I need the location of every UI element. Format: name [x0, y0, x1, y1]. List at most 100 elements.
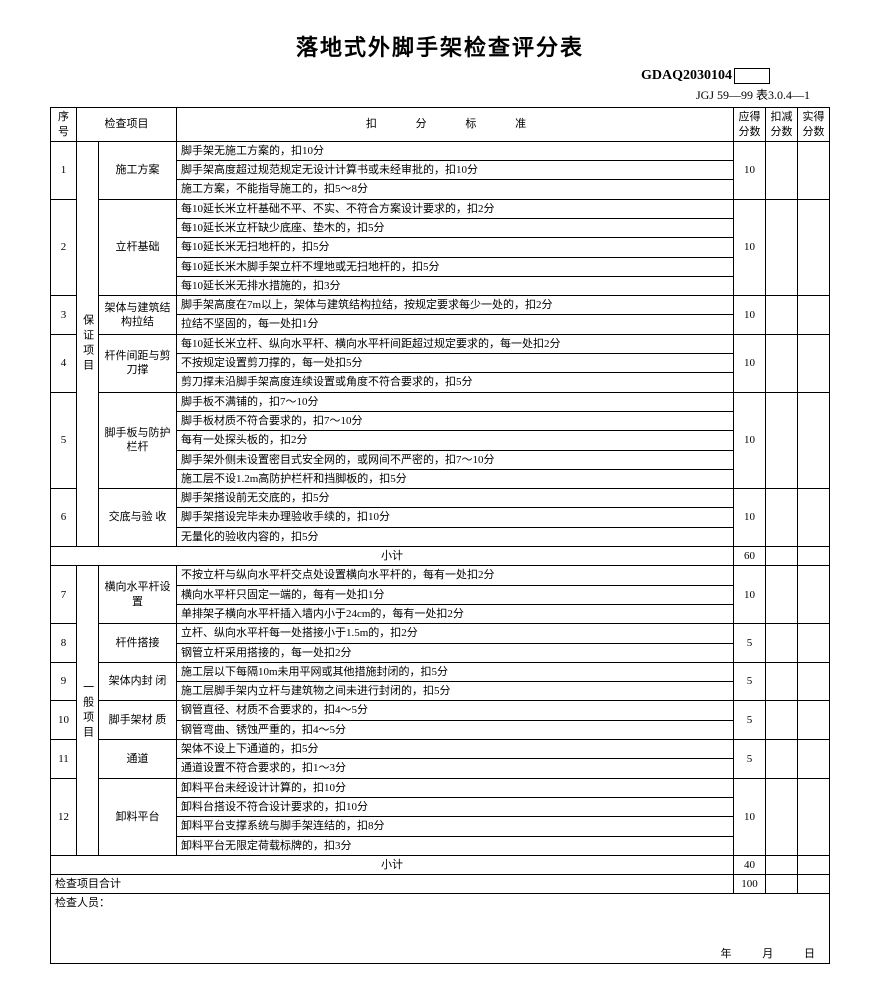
total-label: 检查项目合计 [51, 875, 734, 894]
score-12: 10 [734, 778, 766, 855]
doc-code-label: GDAQ2030104 [641, 68, 732, 83]
inspector-label: 检查人员： [55, 896, 825, 910]
score-6: 10 [734, 489, 766, 547]
crit: 不按立杆与纵向水平杆交点处设置横向水平杆的，每有一处扣2分 [177, 566, 734, 585]
deduct-1[interactable] [766, 141, 798, 199]
actual-7[interactable] [798, 566, 830, 624]
deduct-10[interactable] [766, 701, 798, 740]
th-deduct: 扣减分数 [766, 108, 798, 142]
doc-code: GDAQ2030104 [50, 68, 830, 84]
deduct-12[interactable] [766, 778, 798, 855]
score-9: 5 [734, 662, 766, 701]
crit: 不按规定设置剪刀撑的，每一处扣5分 [177, 354, 734, 373]
group-b: 一般项目 [77, 566, 99, 855]
item-4: 杆件间距与剪刀撑 [99, 334, 177, 392]
deduct-8[interactable] [766, 624, 798, 663]
score-5: 10 [734, 392, 766, 488]
seq-3: 3 [51, 296, 77, 335]
score-3: 10 [734, 296, 766, 335]
crit: 施工层以下每隔10m未用平网或其他措施封闭的，扣5分 [177, 662, 734, 681]
crit: 脚手架无施工方案的，扣10分 [177, 141, 734, 160]
crit: 每10延长米木脚手架立杆不埋地或无扫地杆的，扣5分 [177, 257, 734, 276]
crit: 钢管弯曲、锈蚀严重的，扣4～5分 [177, 720, 734, 739]
th-criteria: 扣 分 标 准 [177, 108, 734, 142]
page-title: 落地式外脚手架检查评分表 [50, 30, 830, 62]
score-11: 5 [734, 740, 766, 779]
score-table: 序号 检查项目 扣 分 标 准 应得分数 扣减分数 实得分数 1 保证项目 施工… [50, 107, 830, 964]
score-1: 10 [734, 141, 766, 199]
score-4: 10 [734, 334, 766, 392]
crit: 每10延长米无排水措施的，扣3分 [177, 276, 734, 295]
deduct-4[interactable] [766, 334, 798, 392]
deduct-2[interactable] [766, 199, 798, 295]
crit: 施工层不设1.2m高防护栏杆和挡脚板的，扣5分 [177, 469, 734, 488]
crit: 脚手架搭设完毕未办理验收手续的，扣10分 [177, 508, 734, 527]
actual-6[interactable] [798, 489, 830, 547]
crit: 脚手架高度超过规范规定无设计计算书或未经审批的，扣10分 [177, 161, 734, 180]
item-3: 架体与建筑结构拉结 [99, 296, 177, 335]
th-actual: 实得分数 [798, 108, 830, 142]
standard-code: JGJ 59—99 表3.0.4—1 [50, 86, 830, 103]
seq-2: 2 [51, 199, 77, 295]
crit: 每10延长米立杆缺少底座、垫木的，扣5分 [177, 219, 734, 238]
actual-3[interactable] [798, 296, 830, 335]
crit: 立杆、纵向水平杆每一处搭接小于1.5m的，扣2分 [177, 624, 734, 643]
code-input-box[interactable] [734, 68, 770, 84]
year-label: 年 [721, 948, 732, 960]
item-5: 脚手板与防护栏杆 [99, 392, 177, 488]
deduct-6[interactable] [766, 489, 798, 547]
subtotal-a: 小计 [51, 547, 734, 566]
seq-12: 12 [51, 778, 77, 855]
deduct-3[interactable] [766, 296, 798, 335]
crit: 每10延长米立杆基础不平、不实、不符合方案设计要求的，扣2分 [177, 199, 734, 218]
item-12: 卸料平台 [99, 778, 177, 855]
subtotal-b-score: 40 [734, 855, 766, 874]
actual-11[interactable] [798, 740, 830, 779]
deduct-7[interactable] [766, 566, 798, 624]
item-7: 横向水平杆设置 [99, 566, 177, 624]
subtotal-b-actual[interactable] [798, 855, 830, 874]
subtotal-a-deduct[interactable] [766, 547, 798, 566]
th-item: 检查项目 [77, 108, 177, 142]
crit: 每10延长米无扫地杆的，扣5分 [177, 238, 734, 257]
deduct-5[interactable] [766, 392, 798, 488]
total-actual[interactable] [798, 875, 830, 894]
total-deduct[interactable] [766, 875, 798, 894]
actual-2[interactable] [798, 199, 830, 295]
actual-10[interactable] [798, 701, 830, 740]
seq-4: 4 [51, 334, 77, 392]
subtotal-a-actual[interactable] [798, 547, 830, 566]
crit: 脚手架搭设前无交底的，扣5分 [177, 489, 734, 508]
score-2: 10 [734, 199, 766, 295]
actual-8[interactable] [798, 624, 830, 663]
crit: 脚手架高度在7m以上，架体与建筑结构拉结，按规定要求每少一处的，扣2分 [177, 296, 734, 315]
seq-6: 6 [51, 489, 77, 547]
subtotal-b: 小计 [51, 855, 734, 874]
date-line: 年 月 日 [55, 947, 825, 961]
inspector-cell[interactable]: 检查人员： 年 月 日 [51, 894, 830, 964]
seq-5: 5 [51, 392, 77, 488]
seq-1: 1 [51, 141, 77, 199]
crit: 施工方案，不能指导施工的，扣5～8分 [177, 180, 734, 199]
crit: 卸料台搭设不符合设计要求的，扣10分 [177, 797, 734, 816]
actual-12[interactable] [798, 778, 830, 855]
day-label: 日 [804, 948, 815, 960]
item-10: 脚手架材 质 [99, 701, 177, 740]
seq-10: 10 [51, 701, 77, 740]
crit: 脚手板材质不符合要求的，扣7～10分 [177, 411, 734, 430]
deduct-11[interactable] [766, 740, 798, 779]
item-8: 杆件搭接 [99, 624, 177, 663]
item-6: 交底与验 收 [99, 489, 177, 547]
crit: 每10延长米立杆、纵向水平杆、横向水平杆间距超过规定要求的，每一处扣2分 [177, 334, 734, 353]
seq-8: 8 [51, 624, 77, 663]
th-seq: 序号 [51, 108, 77, 142]
deduct-9[interactable] [766, 662, 798, 701]
actual-4[interactable] [798, 334, 830, 392]
actual-9[interactable] [798, 662, 830, 701]
crit: 钢管直径、材质不合要求的，扣4～5分 [177, 701, 734, 720]
actual-5[interactable] [798, 392, 830, 488]
actual-1[interactable] [798, 141, 830, 199]
subtotal-b-deduct[interactable] [766, 855, 798, 874]
item-1: 施工方案 [99, 141, 177, 199]
crit: 卸料平台未经设计计算的，扣10分 [177, 778, 734, 797]
